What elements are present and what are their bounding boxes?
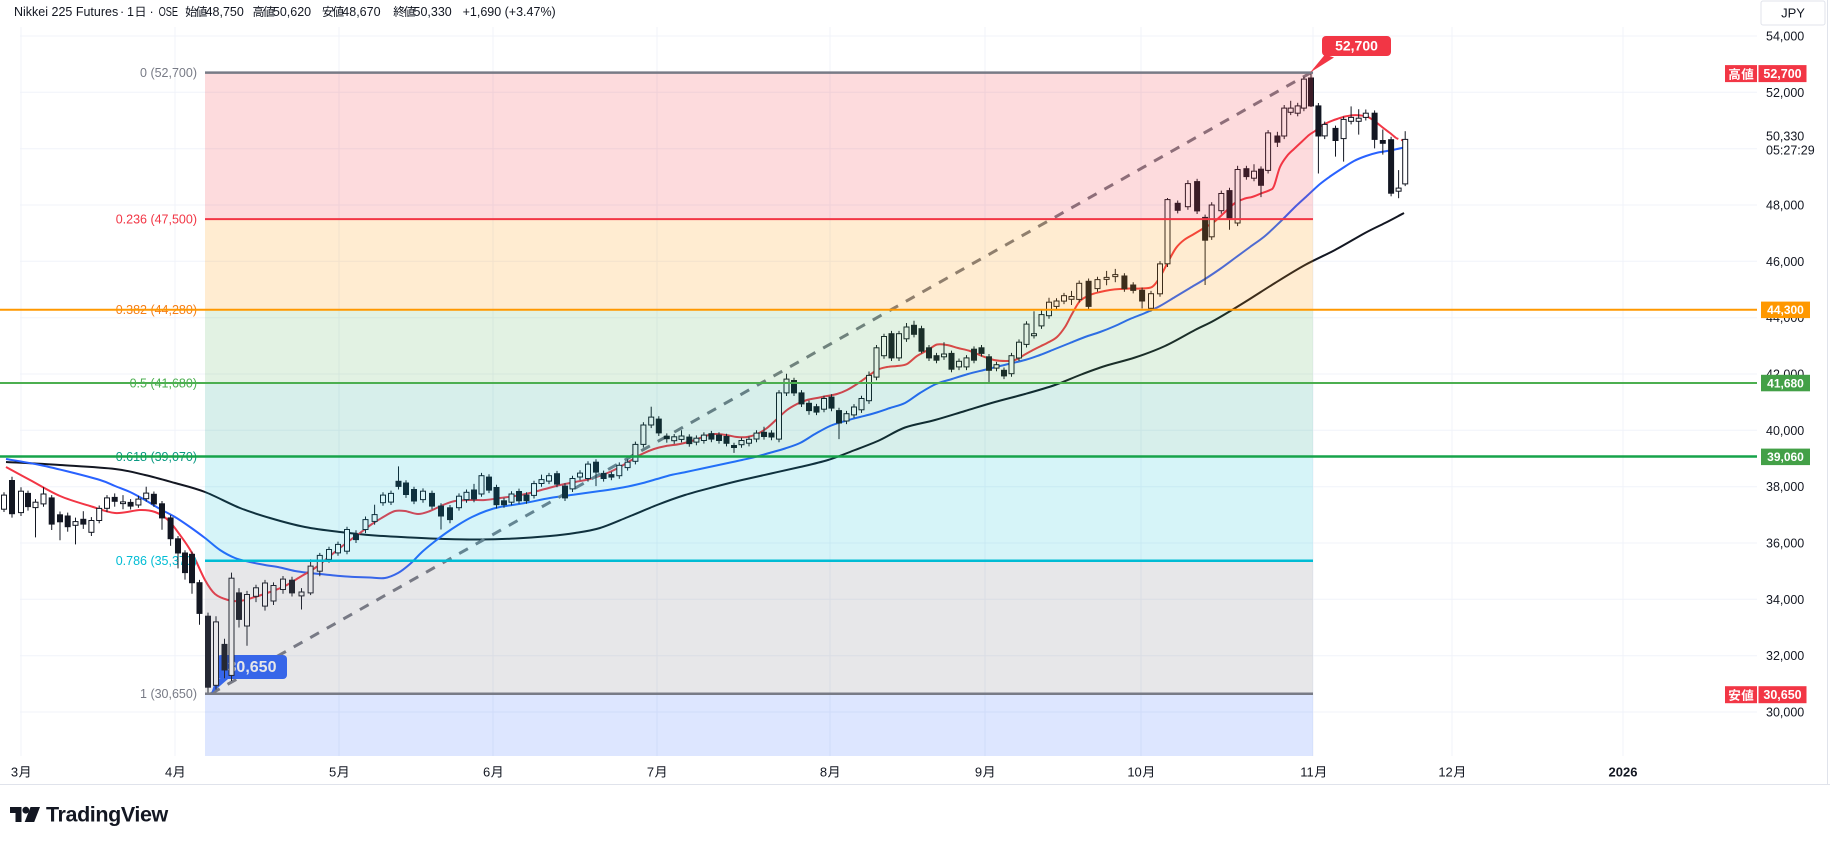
svg-text:7: 7: [647, 765, 654, 780]
svg-text:11: 11: [1300, 765, 1314, 780]
svg-text:Nikkei 225 Futures: Nikkei 225 Futures: [14, 5, 118, 19]
svg-text:·: ·: [120, 5, 124, 19]
svg-text:48,670: 48,670: [342, 5, 380, 19]
svg-text:54,000: 54,000: [1766, 30, 1804, 44]
svg-text:1 (30,650): 1 (30,650): [140, 687, 197, 701]
svg-text:6: 6: [483, 765, 490, 780]
svg-text:+1,690 (+3.47%): +1,690 (+3.47%): [463, 5, 556, 19]
svg-text:0 (52,700): 0 (52,700): [140, 66, 197, 80]
svg-text:0.786 (35,370): 0.786 (35,370): [116, 554, 197, 568]
svg-text:8: 8: [820, 765, 827, 780]
svg-text:2026: 2026: [1609, 765, 1638, 780]
svg-text:12: 12: [1438, 765, 1452, 780]
svg-text:TradingView: TradingView: [46, 803, 169, 827]
svg-text:JPY: JPY: [1781, 6, 1805, 21]
svg-text:32,000: 32,000: [1766, 649, 1804, 663]
svg-text:1: 1: [127, 5, 134, 19]
svg-text:0.236 (47,500): 0.236 (47,500): [116, 212, 197, 226]
svg-text:3: 3: [11, 765, 18, 780]
svg-text:50,620: 50,620: [273, 5, 311, 19]
svg-text:50,330: 50,330: [414, 5, 452, 19]
svg-text:52,000: 52,000: [1766, 86, 1804, 100]
svg-text:05:27:29: 05:27:29: [1766, 144, 1815, 158]
svg-text:41,680: 41,680: [1767, 376, 1804, 390]
svg-text:OSE: OSE: [159, 5, 179, 19]
svg-text:30,650: 30,650: [228, 659, 277, 676]
svg-text:30,000: 30,000: [1766, 706, 1804, 720]
svg-text:50,330: 50,330: [1766, 130, 1804, 144]
svg-text:36,000: 36,000: [1766, 537, 1804, 551]
svg-text:52,700: 52,700: [1335, 38, 1378, 54]
svg-text:30,650: 30,650: [1763, 688, 1801, 702]
svg-text:4: 4: [165, 765, 172, 780]
svg-text:10: 10: [1127, 765, 1141, 780]
svg-text:5: 5: [329, 765, 336, 780]
svg-text:40,000: 40,000: [1766, 424, 1804, 438]
svg-text:38,000: 38,000: [1766, 480, 1804, 494]
svg-text:48,750: 48,750: [206, 5, 244, 19]
svg-text:·: ·: [150, 5, 154, 19]
svg-text:39,060: 39,060: [1767, 450, 1804, 464]
svg-text:46,000: 46,000: [1766, 255, 1804, 269]
svg-text:52,700: 52,700: [1763, 67, 1801, 81]
svg-text:48,000: 48,000: [1766, 199, 1804, 213]
svg-text:9: 9: [975, 765, 982, 780]
svg-text:44,300: 44,300: [1767, 303, 1804, 317]
svg-text:34,000: 34,000: [1766, 593, 1804, 607]
